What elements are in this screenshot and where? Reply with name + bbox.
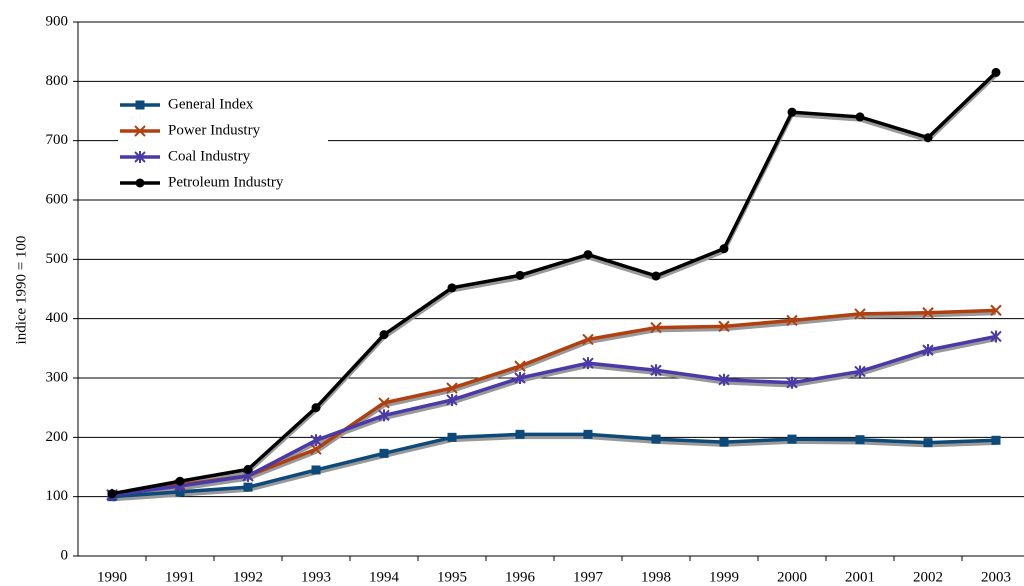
marker — [134, 125, 146, 137]
legend-box — [118, 90, 328, 198]
y-tick-label: 100 — [46, 488, 69, 504]
marker — [379, 330, 389, 340]
y-tick-label: 900 — [46, 13, 69, 29]
marker — [786, 376, 798, 389]
marker — [447, 283, 457, 293]
x-tick-label: 1991 — [165, 569, 195, 585]
x-tick-label: 1993 — [301, 569, 331, 585]
marker — [310, 443, 322, 455]
series — [106, 330, 1002, 501]
marker — [651, 434, 661, 444]
marker — [135, 100, 145, 110]
marker — [311, 465, 321, 475]
marker — [719, 244, 729, 254]
legend: General Index Power Industry Coal Industry… — [118, 90, 328, 198]
y-tick-label: 400 — [46, 310, 69, 326]
marker — [243, 464, 253, 474]
marker — [311, 403, 321, 413]
y-axis-label: indice 1990 = 100 — [13, 236, 29, 345]
marker — [582, 357, 594, 370]
x-tick-label: 1998 — [641, 569, 671, 585]
marker — [923, 133, 933, 143]
y-tick-label: 500 — [46, 251, 69, 267]
marker — [854, 365, 866, 378]
marker — [175, 476, 185, 486]
marker — [719, 437, 729, 447]
legend-label: General Index — [168, 96, 254, 112]
marker — [378, 397, 390, 409]
marker — [990, 330, 1002, 343]
marker — [134, 151, 146, 163]
series — [107, 67, 1001, 499]
marker — [718, 373, 730, 386]
marker — [515, 270, 525, 280]
marker — [447, 432, 457, 442]
line — [111, 334, 997, 497]
line-shadow — [111, 435, 997, 502]
marker — [243, 482, 253, 492]
x-tick-label: 1996 — [505, 569, 536, 585]
marker — [650, 321, 662, 334]
y-tick-label: 800 — [46, 73, 69, 89]
x-tick-label: 1994 — [369, 569, 400, 585]
legend-label: Petroleum Industry — [168, 174, 284, 190]
marker — [786, 314, 798, 327]
x-tick-label: 2003 — [981, 569, 1011, 585]
x-tick-label: 2002 — [913, 569, 943, 585]
marker — [378, 409, 390, 422]
x-tick-label: 1999 — [709, 569, 739, 585]
marker — [650, 364, 662, 377]
marker — [514, 360, 526, 372]
y-tick-label: 0 — [61, 547, 69, 563]
marker — [787, 107, 797, 117]
marker — [923, 438, 933, 448]
marker — [718, 320, 730, 333]
x-tick-label: 1997 — [573, 569, 604, 585]
x-tick-label: 1995 — [437, 569, 467, 585]
marker — [446, 393, 458, 406]
x-tick-label: 1990 — [97, 569, 127, 585]
marker — [855, 112, 865, 122]
marker — [990, 304, 1002, 317]
marker — [922, 344, 934, 357]
marker — [107, 489, 117, 499]
marker — [583, 250, 593, 260]
marker — [379, 448, 389, 458]
marker — [583, 429, 593, 439]
x-tick-label: 2001 — [845, 569, 875, 585]
x-tick-label: 1992 — [233, 569, 263, 585]
legend-label: Power Industry — [168, 122, 261, 138]
x-tick-label: 2000 — [777, 569, 807, 585]
line — [111, 432, 997, 499]
y-tick-label: 300 — [46, 369, 69, 385]
marker — [514, 372, 526, 384]
y-tick-label: 200 — [46, 429, 69, 445]
line-shadow — [111, 74, 998, 499]
marker — [854, 308, 866, 320]
marker — [991, 435, 1001, 445]
marker — [787, 434, 797, 444]
marker — [135, 178, 145, 188]
marker — [991, 67, 1001, 77]
marker — [922, 307, 934, 319]
marker — [515, 429, 525, 439]
marker — [446, 382, 458, 394]
marker — [582, 333, 594, 346]
marker — [651, 271, 661, 281]
marker — [855, 435, 865, 445]
legend-label: Coal Industry — [168, 148, 251, 164]
y-tick-label: 600 — [46, 191, 69, 207]
marker — [310, 434, 322, 447]
y-tick-label: 700 — [46, 132, 69, 148]
line — [111, 71, 998, 496]
